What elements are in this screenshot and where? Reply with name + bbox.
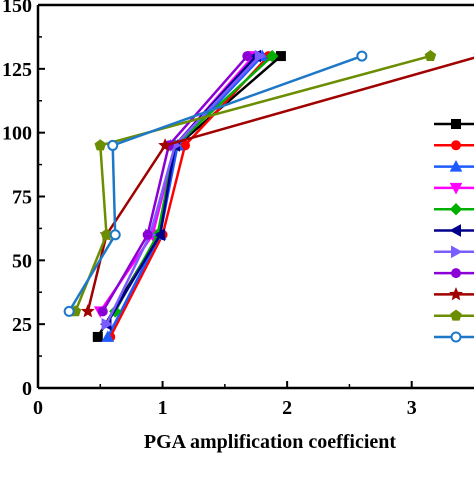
y-tick-label: 125 (2, 59, 32, 81)
legend-entry (434, 119, 474, 129)
data-point (109, 229, 121, 241)
y-tick-label: 25 (12, 314, 32, 336)
legend-entry (434, 309, 474, 321)
series-line (105, 55, 257, 325)
data-point (449, 160, 463, 172)
data-point (101, 317, 114, 331)
data-point (80, 304, 95, 318)
data-point (449, 287, 463, 301)
data-point (153, 228, 166, 242)
data-point (97, 306, 108, 317)
series-3 (101, 49, 269, 342)
data-point (158, 138, 173, 152)
data-point (449, 202, 463, 216)
legend-entry (434, 202, 474, 216)
legend-entry (434, 245, 474, 259)
y-tick-label: 100 (2, 123, 32, 145)
data-point (265, 49, 279, 63)
y-tick-label: 150 (2, 0, 32, 17)
data-point (242, 51, 253, 62)
legend-entry (434, 182, 474, 195)
data-point (107, 139, 119, 151)
series-11 (63, 50, 368, 317)
x-tick-label: 3 (407, 397, 417, 419)
data-point (254, 49, 267, 63)
data-point (451, 245, 463, 259)
data-point (449, 224, 461, 237)
series-line (105, 55, 261, 325)
legend-entry (434, 140, 474, 151)
series-line (68, 54, 363, 313)
x-tick-label: 0 (33, 397, 43, 419)
data-point (451, 119, 461, 129)
axes: 0 1 2 3 0 25 50 75 100 125 150 (2, 0, 474, 419)
series-line (109, 55, 270, 338)
data-point (450, 331, 462, 343)
series-line (101, 55, 249, 313)
x-axis-title: PGA amplification coefficient (144, 431, 397, 453)
legend (434, 119, 474, 343)
data-point (356, 50, 368, 62)
legend-entry (434, 268, 474, 279)
legend-entry (434, 287, 474, 301)
data-point (94, 139, 107, 151)
data-point (451, 268, 461, 279)
series-group (63, 49, 474, 342)
legend-entry (434, 224, 474, 237)
data-point (92, 331, 103, 342)
data-point (449, 182, 463, 195)
x-tick-label: 1 (158, 397, 168, 419)
data-point (101, 330, 115, 342)
y-tick-label: 0 (22, 378, 32, 400)
series-line (86, 56, 474, 312)
y-tick-label: 75 (12, 187, 32, 209)
legend-entry (434, 331, 474, 343)
data-point (424, 49, 437, 61)
data-point (142, 229, 153, 240)
data-point (63, 305, 75, 317)
legend-entry (434, 160, 474, 172)
x-tick-label: 2 (282, 397, 292, 419)
y-tick-label: 50 (12, 250, 32, 272)
data-point (451, 140, 461, 151)
data-point (450, 309, 462, 321)
